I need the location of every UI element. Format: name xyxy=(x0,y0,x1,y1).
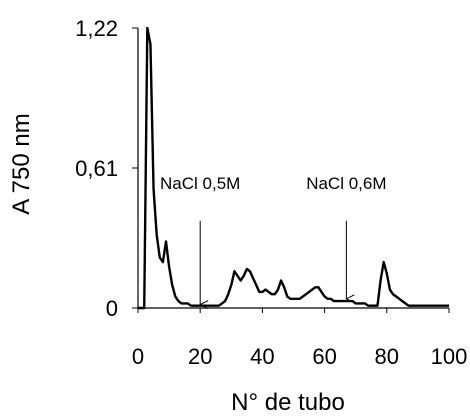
annotation-layer: NaCl 0,5M NaCl 0,6M xyxy=(160,174,387,305)
x-axis-ticks: 0 20 40 60 80 100 xyxy=(132,308,467,369)
x-axis-title: N° de tubo xyxy=(231,389,345,416)
annotation-label: NaCl 0,5M xyxy=(160,174,240,193)
y-tick-label: 0,61 xyxy=(75,156,118,181)
y-tick-label: 1,22 xyxy=(75,16,118,41)
annotation-label: NaCl 0,6M xyxy=(306,174,386,193)
x-tick-label: 60 xyxy=(312,344,336,369)
x-tick-label: 20 xyxy=(188,344,212,369)
y-axis-title: A 750 nm xyxy=(8,113,35,214)
x-tick-label: 40 xyxy=(250,344,274,369)
y-tick-label: 0 xyxy=(106,296,118,321)
y-axis-ticks: 0 0,61 1,22 xyxy=(75,16,138,321)
axes xyxy=(137,28,449,309)
x-tick-label: 100 xyxy=(431,344,468,369)
series-layer xyxy=(138,26,449,310)
series-line-0 xyxy=(138,26,449,310)
x-tick-label: 80 xyxy=(375,344,399,369)
x-tick-label: 0 xyxy=(132,344,144,369)
